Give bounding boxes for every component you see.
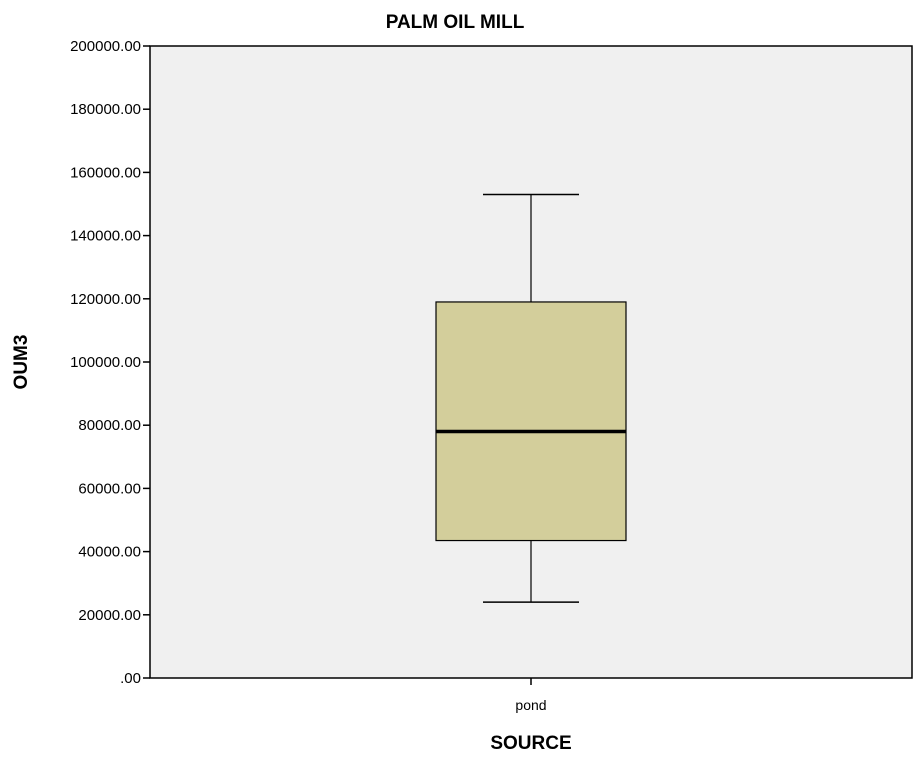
- y-tick-label: 120000.00: [70, 291, 141, 308]
- iqr-box: [435, 301, 627, 542]
- y-axis-title: OUM3: [11, 335, 32, 390]
- chart-title: PALM OIL MILL: [386, 12, 525, 33]
- y-tick-label: 80000.00: [78, 417, 141, 434]
- y-tick-label: 40000.00: [78, 544, 141, 561]
- y-axis: .00 20000.00 40000.00 60000.00 80000.00 10000…: [70, 38, 150, 687]
- y-tick-label: 20000.00: [78, 607, 141, 624]
- y-tick-label: 140000.00: [70, 228, 141, 245]
- y-tick-label: 200000.00: [70, 38, 141, 55]
- y-tick-label: 100000.00: [70, 354, 141, 371]
- y-tick-label: 60000.00: [78, 480, 141, 497]
- y-tick-label: 180000.00: [70, 101, 141, 118]
- x-axis-title: SOURCE: [490, 733, 571, 754]
- x-tick-label: pond: [515, 697, 546, 713]
- y-tick-label: .00: [120, 670, 141, 687]
- boxes: [435, 193, 627, 603]
- x-axis: pond: [515, 678, 547, 713]
- box-pond: [435, 193, 627, 603]
- y-tick-label: 160000.00: [70, 164, 141, 181]
